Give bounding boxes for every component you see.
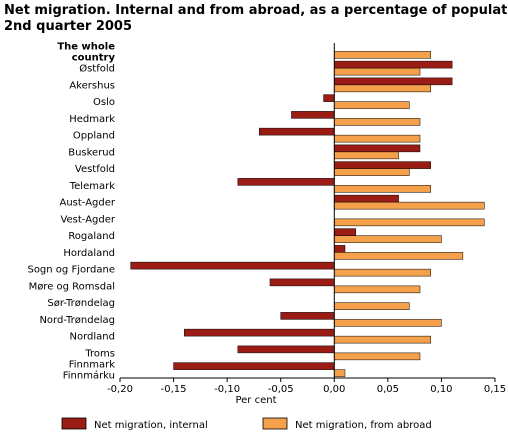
- bar-abroad: [334, 335, 431, 344]
- bar-internal: [291, 111, 335, 119]
- bar-internal: [173, 362, 335, 370]
- bar-internal: [130, 261, 335, 270]
- x-tick-label: -0,10: [214, 384, 240, 395]
- bar-abroad: [334, 151, 399, 160]
- bars-abroad: [334, 51, 485, 377]
- bar-abroad: [334, 369, 346, 377]
- legend-label-abroad: Net migration, from abroad: [295, 420, 432, 431]
- bar-abroad: [334, 67, 421, 76]
- legend-swatch-internal: [61, 417, 87, 430]
- category-label: Finnmárku: [63, 370, 115, 382]
- x-tick-label: -0,05: [268, 384, 294, 395]
- bar-internal: [323, 94, 335, 102]
- category-label: Hordaland: [63, 248, 115, 259]
- bar-abroad: [334, 51, 431, 59]
- x-tick-label: 0,00: [323, 384, 345, 395]
- bar-internal: [334, 144, 421, 153]
- bar-abroad: [334, 218, 485, 227]
- bar-internal: [334, 228, 356, 236]
- bar-internal: [334, 194, 399, 203]
- legend: Net migration, internal Net migration, f…: [61, 417, 432, 431]
- bar-internal: [280, 312, 335, 320]
- category-label: Oslo: [93, 97, 115, 108]
- bar-internal: [334, 161, 431, 169]
- category-label: Akershus: [69, 80, 115, 91]
- x-tick-label: 0,05: [377, 384, 399, 395]
- bar-internal: [334, 60, 453, 69]
- category-label: Nordland: [70, 332, 115, 343]
- bar-abroad: [334, 268, 431, 277]
- x-tick-label: -0,20: [107, 384, 133, 395]
- bar-abroad: [334, 134, 421, 143]
- category-label: Oppland: [73, 131, 115, 142]
- chart-title-line-2: 2nd quarter 2005: [4, 19, 132, 34]
- category-label: Sør-Trøndelag: [47, 298, 115, 309]
- category-label: Nord-Trøndelag: [39, 315, 115, 326]
- category-label: Aust-Agder: [60, 198, 116, 209]
- bar-abroad: [334, 118, 421, 126]
- category-label: Østfold: [79, 63, 115, 75]
- bar-internal: [259, 127, 335, 136]
- category-label: Rogaland: [68, 231, 115, 242]
- category-label: The whole: [57, 41, 115, 52]
- category-label: Vest-Agder: [60, 214, 115, 225]
- chart-title-line-1: Net migration. Internal and from abroad,…: [4, 3, 508, 18]
- bar-abroad: [334, 352, 421, 361]
- category-label: country: [72, 52, 116, 63]
- bar-abroad: [334, 252, 464, 260]
- bar-abroad: [334, 201, 485, 210]
- bar-internal: [269, 278, 335, 287]
- plot-area: -0,20 -0,15 -0,10 -0,05 0,00 0,05 0,10 0,15 The…: [27, 41, 506, 395]
- bar-abroad: [334, 101, 410, 109]
- category-label: Sogn og Fjordane: [27, 265, 115, 276]
- bar-abroad: [334, 302, 410, 310]
- category-label: Telemark: [69, 181, 115, 192]
- bar-internal: [184, 328, 335, 337]
- legend-swatch-abroad: [262, 417, 288, 430]
- bar-abroad: [334, 285, 421, 294]
- x-axis-ticks: [119, 378, 496, 382]
- legend-label-internal: Net migration, internal: [94, 420, 208, 431]
- x-tick-label: 0,10: [430, 384, 452, 395]
- bar-abroad: [334, 185, 431, 193]
- bar-abroad: [334, 84, 431, 93]
- bar-abroad: [334, 168, 410, 176]
- category-label: Hedmark: [69, 114, 115, 125]
- bar-internal: [237, 345, 335, 354]
- bar-internal: [237, 178, 335, 186]
- category-label: Møre og Romsdal: [29, 281, 115, 292]
- category-label: Troms: [84, 348, 115, 359]
- x-tick-label: -0,15: [161, 384, 187, 395]
- bar-abroad: [334, 235, 442, 243]
- x-tick-label: 0,15: [484, 384, 506, 395]
- x-axis-tick-labels: -0,20 -0,15 -0,10 -0,05 0,00 0,05 0,10 0,15: [107, 384, 506, 395]
- bar-abroad: [334, 319, 442, 327]
- x-axis-label: Per cent: [235, 395, 276, 406]
- bar-internal: [334, 245, 346, 253]
- category-label: Buskerud: [68, 147, 115, 158]
- category-label: Finnmark: [69, 360, 115, 371]
- bar-internal: [334, 77, 453, 86]
- category-label: Vestfold: [75, 164, 115, 175]
